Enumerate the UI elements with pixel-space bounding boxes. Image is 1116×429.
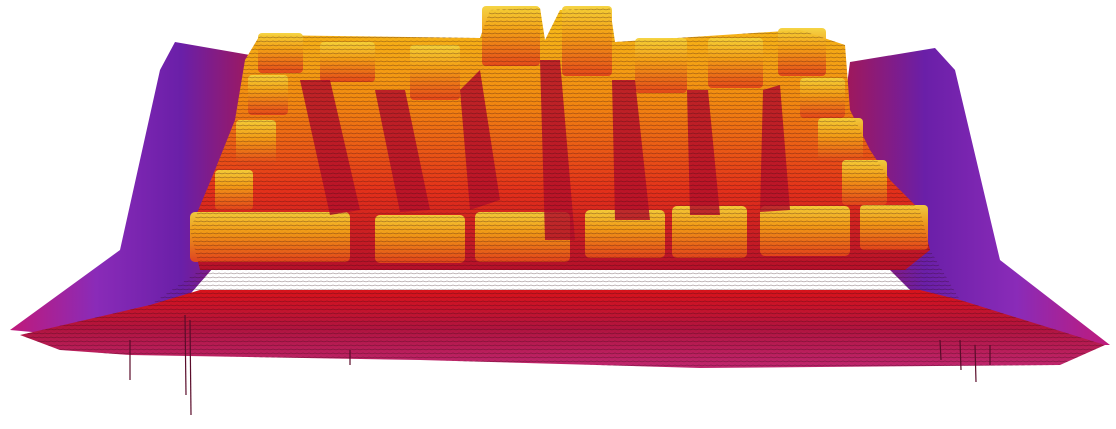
surface-body [10, 6, 1110, 416]
left-flank [10, 42, 255, 340]
noise-spikes [129, 314, 991, 416]
surface-texture [20, 8, 1105, 368]
